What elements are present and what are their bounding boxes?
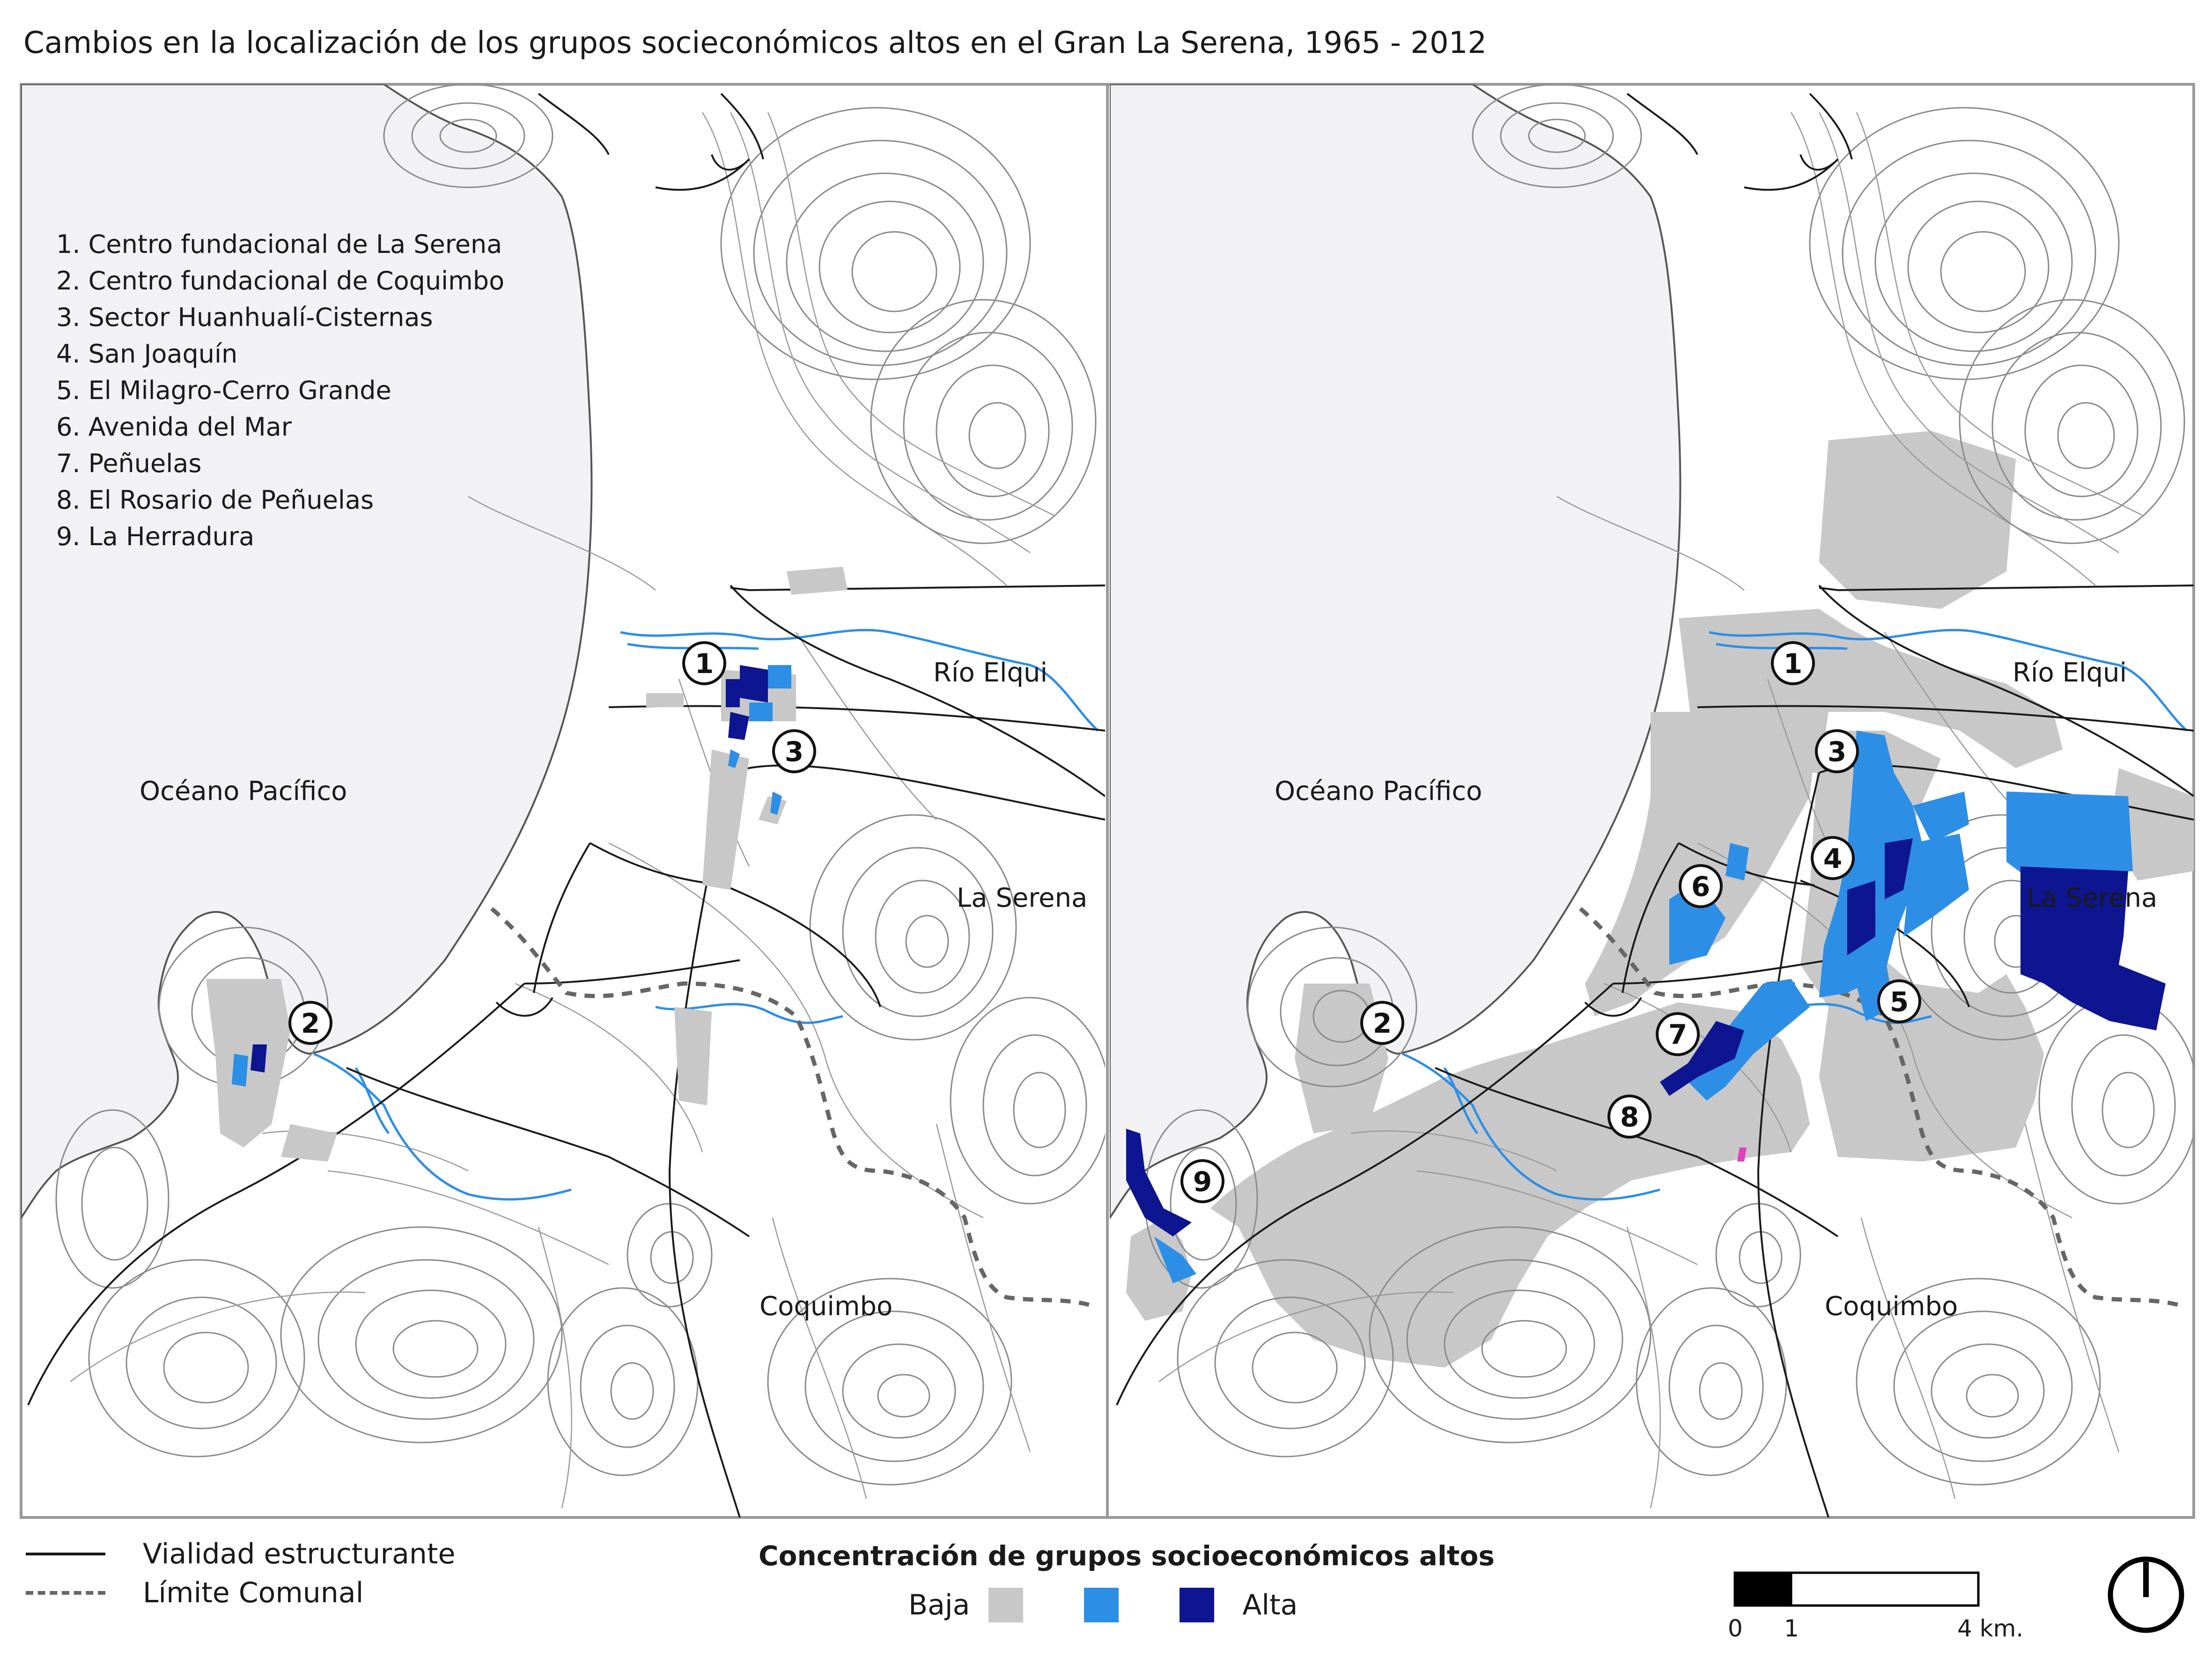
marker-2012-7: 7 [1656, 1012, 1700, 1056]
scale-label-one: 1 [1784, 1615, 1799, 1642]
svg-text:1: 1 [1784, 648, 1802, 680]
sector-list-item: 7. Peñuelas [56, 449, 201, 478]
legend-road: Vialidad estructurante [26, 1538, 455, 1570]
label-la-serena-right: La Serena [2027, 883, 2157, 913]
legend-low-label: Baja [908, 1589, 970, 1621]
label-ocean-left: Océano Pacífico [140, 776, 347, 807]
label-river-left: Río Elqui [933, 658, 1047, 688]
ocean-area [21, 84, 593, 1220]
marker-1965-1: 1 [682, 641, 726, 685]
sector-list-item: 2. Centro fundacional de Coquimbo [56, 266, 504, 296]
marker-2012-3: 3 [1815, 729, 1859, 773]
map-2012: 1 2 3 4 5 6 7 [1110, 84, 2194, 1517]
svg-text:1: 1 [695, 648, 714, 680]
marker-2012-4: 4 [1811, 836, 1855, 880]
marker-2012-8: 8 [1607, 1095, 1652, 1139]
legend-high-label: Alta [1242, 1589, 1298, 1621]
marker-2012-1: 1 [1771, 641, 1815, 685]
swatch-low [988, 1588, 1024, 1622]
svg-text:3: 3 [1828, 736, 1846, 768]
label-coquimbo-left: Coquimbo [759, 1291, 892, 1322]
sector-list-item: 6. Avenida del Mar [56, 412, 292, 442]
marker-1965-3: 3 [772, 729, 816, 773]
marker-2012-6: 6 [1679, 864, 1723, 908]
svg-text:9: 9 [1193, 1166, 1212, 1198]
sector-list-item: 5. El Milagro-Cerro Grande [56, 376, 391, 405]
sector-list: 1. Centro fundacional de La Serena 2. Ce… [56, 229, 504, 551]
svg-text:8: 8 [1620, 1101, 1639, 1133]
sector-list-item: 1. Centro fundacional de La Serena [56, 229, 502, 259]
sector-list-item: 9. La Herradura [56, 522, 254, 551]
marker-1965-2: 2 [288, 1001, 332, 1045]
svg-text:2: 2 [301, 1007, 320, 1039]
ocean-area [1110, 84, 1681, 1220]
scale-label-end: 4 km. [1957, 1615, 2024, 1642]
scale-label-zero: 0 [1728, 1615, 1743, 1642]
concentration-legend: Baja Alta [908, 1588, 1298, 1622]
map-1965: 1 2 3 Océano Pacífico Río Elqui La Seren… [21, 84, 1110, 1517]
label-la-serena-left: La Serena [957, 883, 1087, 913]
label-river-right: Río Elqui [2013, 658, 2127, 688]
svg-text:2: 2 [1373, 1007, 1392, 1039]
svg-text:5: 5 [1890, 986, 1909, 1018]
sector-list-item: 4. San Joaquín [56, 339, 237, 369]
road-line-symbol [26, 1553, 105, 1555]
scale-bar: 0 1 4 km. [1728, 1568, 2023, 1664]
marker-2012-9: 9 [1180, 1159, 1224, 1203]
svg-text:3: 3 [785, 736, 804, 768]
concentration-legend-title: Concentración de grupos socioeconómicos … [759, 1540, 1495, 1572]
label-coquimbo-right: Coquimbo [1825, 1291, 1958, 1322]
swatch-medium [1084, 1588, 1119, 1622]
settlements-1965 [206, 567, 848, 1162]
marker-2012-5: 5 [1877, 979, 1921, 1023]
svg-text:7: 7 [1668, 1019, 1687, 1051]
sector-list-item: 8. El Rosario de Peñuelas [56, 485, 374, 515]
svg-text:4: 4 [1823, 843, 1842, 874]
legend-boundary-label: Límite Comunal [143, 1576, 364, 1609]
boundary-line-symbol [26, 1591, 105, 1595]
sector-list-item: 3. Sector Huanhualí-Cisternas [56, 303, 433, 332]
north-arrow-icon [2108, 1556, 2184, 1633]
svg-text:6: 6 [1691, 871, 1710, 903]
settlements-2012-high [1126, 838, 2166, 1236]
map-title: Cambios en la localización de los grupos… [23, 26, 1487, 60]
settlements-2012-medium [1154, 731, 2133, 1283]
marker-2012-2: 2 [1360, 1001, 1404, 1045]
legend-boundary: Límite Comunal [26, 1576, 363, 1609]
swatch-high [1180, 1588, 1215, 1622]
label-ocean-right: Océano Pacífico [1275, 776, 1482, 807]
legend-road-label: Vialidad estructurante [143, 1538, 456, 1570]
